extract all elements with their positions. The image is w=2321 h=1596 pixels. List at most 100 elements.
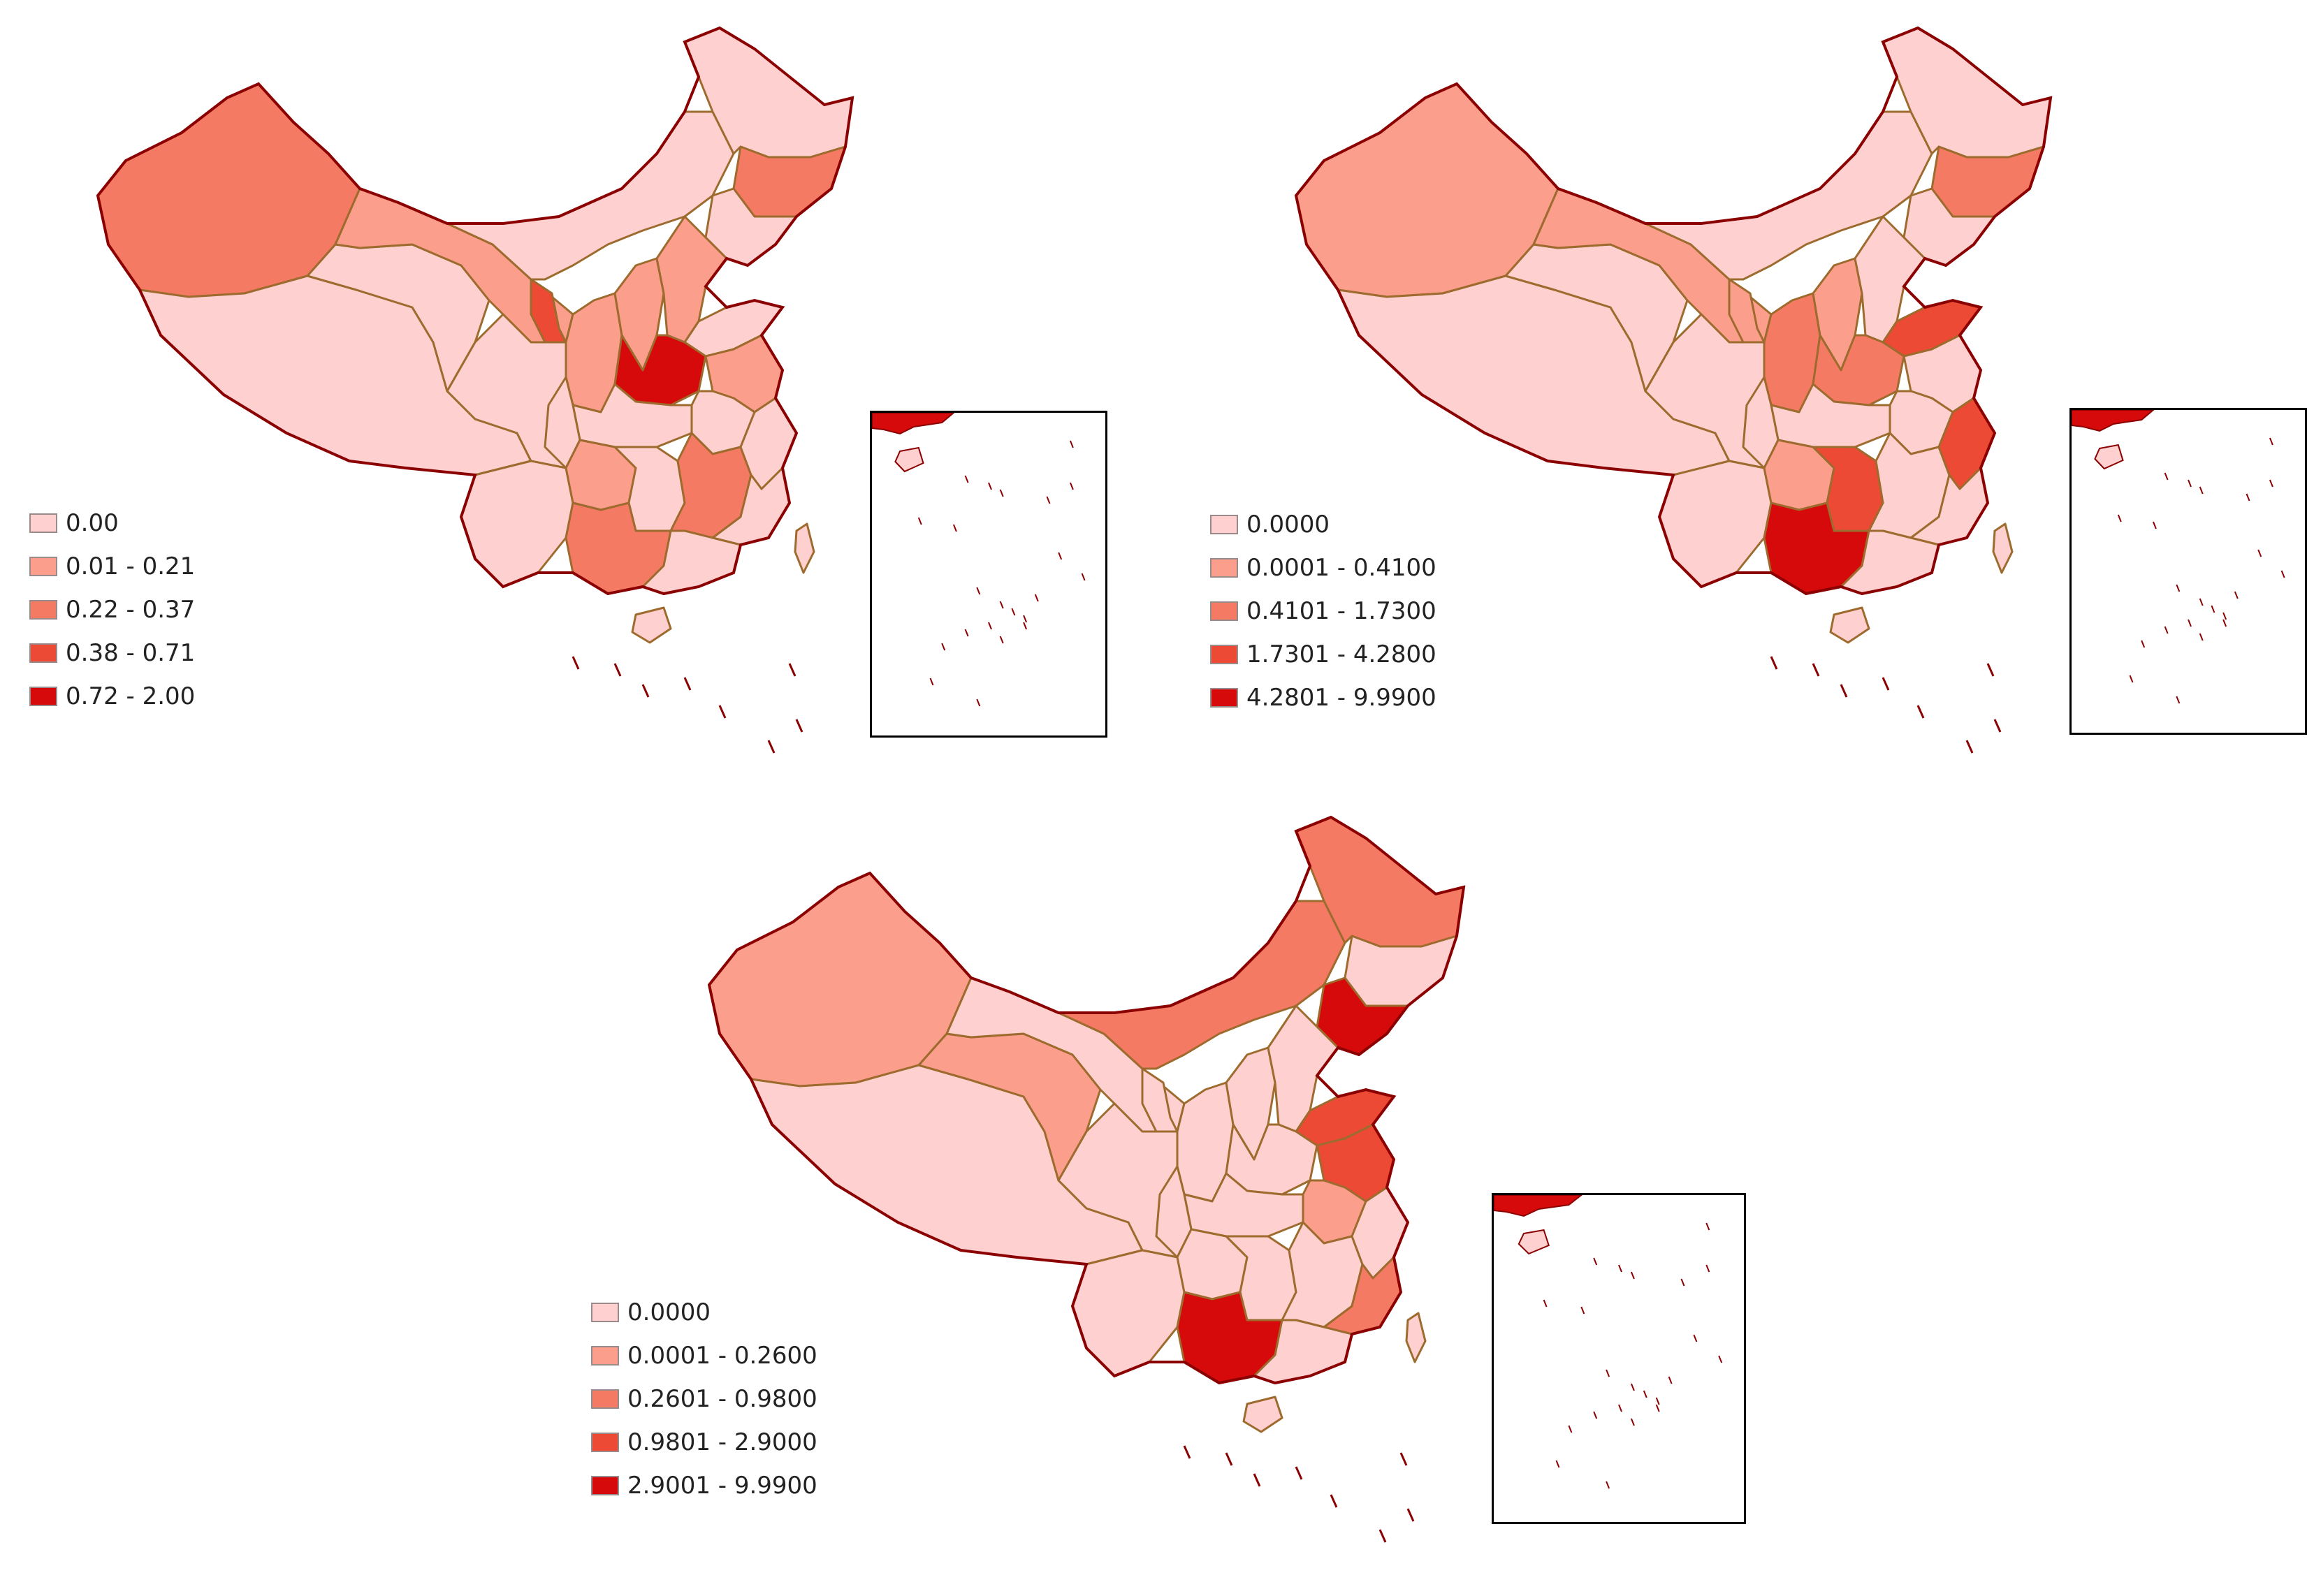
inset-island-mark <box>1630 1383 1635 1391</box>
national-border <box>1294 26 2053 596</box>
inset-island-mark <box>2199 486 2204 495</box>
inset-islands-3 <box>1494 1195 1723 1489</box>
legend-label: 1.7301 - 4.2800 <box>1246 640 1436 668</box>
inset-island-mark <box>1058 552 1063 560</box>
island-mark <box>1330 1494 1338 1508</box>
legend-swatch <box>1210 645 1238 664</box>
inset-island-mark <box>2129 675 2134 683</box>
island-mark <box>1965 740 1974 754</box>
legend-item: 0.0000 <box>591 1291 817 1334</box>
inset-hainan <box>1518 1229 1550 1255</box>
legend-swatch <box>29 513 57 533</box>
inset-island-mark <box>1069 440 1074 448</box>
legend-item: 0.4101 - 1.7300 <box>1210 590 1436 633</box>
legend-label: 0.0000 <box>627 1298 711 1326</box>
legend-label: 0.22 - 0.37 <box>66 596 196 624</box>
inset-island-mark <box>999 489 1004 497</box>
province-hainan <box>1829 606 1870 644</box>
inset-island-mark <box>2246 493 2250 502</box>
inset-island-mark <box>2269 479 2273 488</box>
island-mark <box>641 684 650 698</box>
inset-island-mark <box>1630 1271 1635 1280</box>
island-mark <box>1295 1466 1303 1480</box>
island-mark <box>1253 1473 1261 1487</box>
legend-swatch <box>29 643 57 663</box>
inset-island-mark <box>1023 615 1028 623</box>
legend-item: 0.22 - 0.37 <box>29 588 195 631</box>
inset-island-mark <box>988 482 992 490</box>
national-border <box>96 26 854 596</box>
inset-island-mark <box>1606 1369 1610 1377</box>
inset-islands-1 <box>872 413 1086 707</box>
island-mark <box>1812 663 1820 677</box>
island-mark <box>1406 1508 1415 1522</box>
province-hainan <box>631 606 672 644</box>
island-mark <box>767 740 776 754</box>
island-mark <box>1378 1529 1387 1543</box>
legend-item: 0.72 - 2.00 <box>29 675 195 718</box>
province-jilin <box>1344 935 1458 1007</box>
inset-island-mark <box>917 517 922 525</box>
island-mark <box>1770 656 1778 670</box>
south-china-sea-inset-2 <box>2069 408 2307 735</box>
inset-hainan <box>894 446 924 473</box>
legend-item: 0.0000 <box>1210 503 1436 546</box>
island-mark <box>1225 1452 1233 1466</box>
inset-island-mark <box>988 622 992 630</box>
province-hainan <box>1242 1396 1283 1433</box>
inset-island-mark <box>1705 1222 1710 1231</box>
inset-island-mark <box>952 524 957 532</box>
legend-item: 0.38 - 0.71 <box>29 631 195 675</box>
legend-swatch <box>591 1389 619 1409</box>
inset-mainland-edge <box>872 413 955 435</box>
inset-hainan <box>2094 444 2124 470</box>
legend-label: 0.0001 - 0.4100 <box>1246 554 1436 582</box>
legend-item: 0.01 - 0.21 <box>29 545 195 588</box>
inset-island-mark <box>2280 570 2285 578</box>
province-taiwan <box>1992 522 2014 574</box>
legend-swatch <box>1210 601 1238 621</box>
province-yunnan <box>1071 1249 1186 1377</box>
legend-label: 0.0000 <box>1246 511 1330 539</box>
inset-island-mark <box>2269 437 2273 446</box>
inset-island-mark <box>1705 1264 1710 1273</box>
legend-label: 4.2801 - 9.9900 <box>1246 684 1436 712</box>
inset-island-mark <box>1643 1390 1647 1398</box>
inset-island-mark <box>1580 1306 1585 1315</box>
legend-swatch <box>29 600 57 620</box>
inset-island-mark <box>2199 598 2204 606</box>
inset-island-mark <box>2141 640 2146 648</box>
legend-label: 0.38 - 0.71 <box>66 639 196 667</box>
inset-island-mark <box>2164 626 2169 634</box>
south-china-sea-inset-1 <box>870 411 1107 738</box>
inset-island-mark <box>2199 633 2204 641</box>
inset-island-mark <box>1693 1334 1698 1342</box>
inset-island-mark <box>1606 1481 1610 1489</box>
inset-island-mark <box>941 643 946 651</box>
legend-2: 0.0000 0.0001 - 0.4100 0.4101 - 1.7300 1… <box>1210 503 1436 719</box>
inset-island-mark <box>2117 514 2122 522</box>
map-panel-2 <box>1282 14 2053 782</box>
legend-label: 0.01 - 0.21 <box>66 552 196 580</box>
inset-island-mark <box>1593 1257 1598 1266</box>
inset-mainland-edge <box>2072 410 2155 432</box>
inset-island-mark <box>1655 1397 1660 1405</box>
legend-item: 0.0001 - 0.4100 <box>1210 546 1436 590</box>
inset-island-mark <box>2211 605 2216 613</box>
inset-island-mark <box>1680 1278 1685 1287</box>
inset-island-mark <box>1618 1264 1622 1273</box>
island-mark <box>1993 719 2002 733</box>
inset-island-mark <box>1593 1411 1598 1419</box>
province-jilin <box>1930 145 2045 218</box>
legend-swatch <box>29 687 57 706</box>
inset-island-mark <box>1618 1404 1622 1412</box>
legend-item: 0.2601 - 0.9800 <box>591 1377 817 1421</box>
inset-mainland-edge <box>1494 1195 1582 1217</box>
inset-island-mark <box>1718 1355 1723 1363</box>
legend-item: 0.00 <box>29 502 195 545</box>
inset-island-mark <box>1023 622 1028 630</box>
inset-island-mark <box>1555 1460 1560 1468</box>
inset-island-mark <box>2257 549 2262 557</box>
inset-island-mark <box>1069 482 1074 490</box>
inset-island-mark <box>2188 479 2192 488</box>
